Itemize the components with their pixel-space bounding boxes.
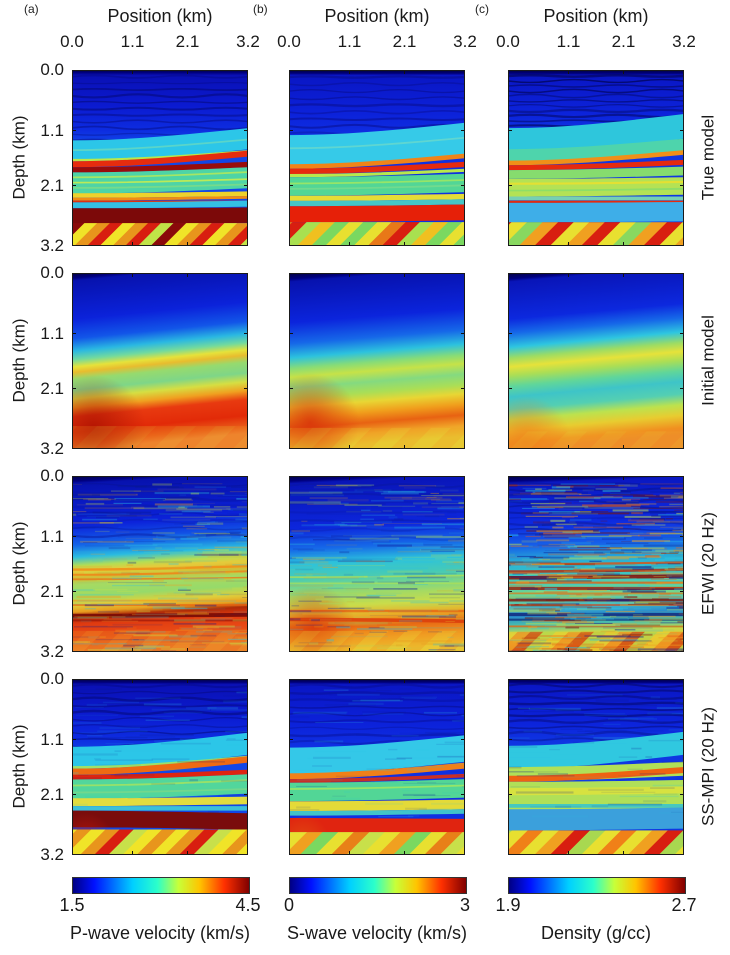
y-tick-label: 1.1: [40, 526, 64, 546]
panel-image: [289, 679, 465, 855]
panel-image: [289, 70, 465, 246]
colorbar-max-label: 4.5: [235, 895, 261, 915]
y-tick-label: 0.0: [40, 669, 64, 688]
panel-true-model-p-wave-velocity: [72, 70, 248, 246]
colorbar-title: P-wave velocity (km/s): [69, 923, 251, 943]
x-tick-label: 0.0: [496, 32, 520, 51]
panel-image: [72, 70, 248, 246]
y-tick-label: 1.1: [40, 729, 64, 749]
panel-image: [289, 273, 465, 449]
row-label: Initial model: [698, 315, 718, 406]
colorbar-title: S-wave velocity (km/s): [286, 923, 468, 943]
y-tick-label: 1.1: [40, 323, 64, 343]
y-tick-label: 0.0: [40, 60, 64, 79]
panel-true-model-s-wave-velocity: [289, 70, 465, 246]
colorbar-title: Density (g/cc): [540, 923, 652, 943]
y-tick-label: 3.2: [40, 642, 64, 661]
panel-image: [72, 679, 248, 855]
panel-letter: (b): [253, 2, 268, 16]
x-tick-label: 1.1: [556, 32, 581, 51]
panel-image: [508, 476, 684, 652]
colorbar-min-label: 1.9: [495, 895, 521, 915]
y-tick-label: 3.2: [40, 845, 64, 864]
colorbar-max-label: 3: [459, 895, 471, 915]
x-tick-label: 2.1: [611, 32, 636, 51]
y-axis-title: Depth (km): [9, 115, 29, 200]
x-tick-label: 0.0: [277, 32, 301, 51]
x-tick-label: 1.1: [337, 32, 362, 51]
y-tick-label: 2.1: [40, 175, 64, 195]
y-tick-label: 2.1: [40, 784, 64, 804]
panel-image: [508, 273, 684, 449]
y-tick-label: 2.1: [40, 581, 64, 601]
x-axis-title: Position (km): [107, 6, 213, 26]
panel-efwi-20-hz--s-wave-velocity: [289, 476, 465, 652]
panel-ss-mpi-20-hz--density: [508, 679, 684, 855]
row-label: True model: [698, 114, 718, 201]
y-axis-title: Depth (km): [9, 724, 29, 809]
x-tick-label: 3.2: [672, 32, 696, 51]
panel-image: [289, 476, 465, 652]
row-label: SS-MPI (20 Hz): [698, 706, 718, 827]
panel-letter: (a): [24, 2, 39, 16]
colorbar-min-label: 0: [283, 895, 295, 915]
panel-ss-mpi-20-hz--s-wave-velocity: [289, 679, 465, 855]
y-tick-label: 3.2: [40, 236, 64, 255]
x-axis-title: Position (km): [543, 6, 649, 26]
panel-ss-mpi-20-hz--p-wave-velocity: [72, 679, 248, 855]
panel-image: [72, 273, 248, 449]
panel-efwi-20-hz--density: [508, 476, 684, 652]
panel-initial-model-density: [508, 273, 684, 449]
y-axis-title: Depth (km): [9, 521, 29, 606]
colorbar-max-label: 2.7: [671, 895, 697, 915]
colorbar: [289, 877, 467, 894]
x-tick-label: 2.1: [392, 32, 417, 51]
colorbar: [72, 877, 250, 894]
x-axis-title: Position (km): [324, 6, 430, 26]
x-tick-label: 3.2: [453, 32, 477, 51]
y-tick-label: 0.0: [40, 263, 64, 282]
panel-initial-model-s-wave-velocity: [289, 273, 465, 449]
y-tick-label: 1.1: [40, 120, 64, 140]
panel-letter: (c): [475, 2, 489, 16]
panel-image: [508, 70, 684, 246]
x-tick-label: 0.0: [60, 32, 84, 51]
panel-initial-model-p-wave-velocity: [72, 273, 248, 449]
x-tick-label: 1.1: [120, 32, 145, 51]
y-tick-label: 0.0: [40, 466, 64, 485]
y-axis-title: Depth (km): [9, 318, 29, 403]
y-tick-label: 3.2: [40, 439, 64, 458]
x-tick-label: 3.2: [236, 32, 260, 51]
panel-image: [508, 679, 684, 855]
row-label: EFWI (20 Hz): [698, 512, 718, 615]
y-tick-label: 2.1: [40, 378, 64, 398]
x-tick-label: 2.1: [175, 32, 200, 51]
colorbar-min-label: 1.5: [59, 895, 85, 915]
panel-true-model-density: [508, 70, 684, 246]
panel-efwi-20-hz--p-wave-velocity: [72, 476, 248, 652]
panel-image: [72, 476, 248, 652]
colorbar: [508, 877, 686, 894]
